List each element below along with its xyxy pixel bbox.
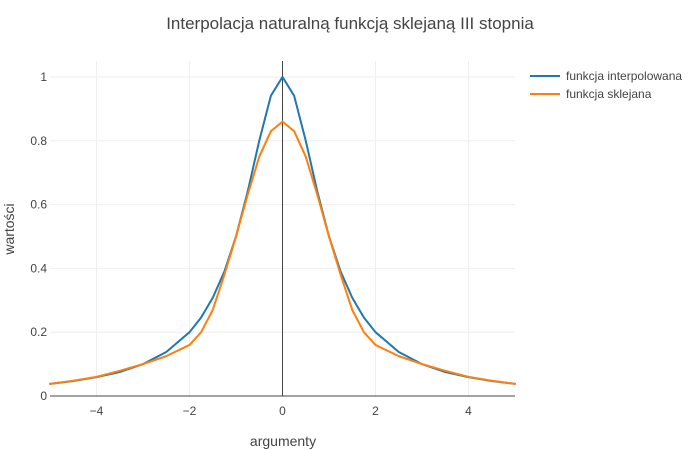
legend-label: funkcja sklejana xyxy=(566,87,652,101)
legend-label: funkcja interpolowana xyxy=(566,69,682,83)
legend: funkcja interpolowana funkcja sklejana xyxy=(530,69,682,101)
y-tick-label: 0.4 xyxy=(30,261,47,275)
tick-labels: −4 −2 0 2 4 0 0.2 0.4 0.6 0.8 1 xyxy=(30,70,472,418)
y-tick-label: 0.8 xyxy=(30,134,47,148)
x-tick-label: 0 xyxy=(279,404,286,418)
series-lines xyxy=(49,75,516,385)
series-line-0 xyxy=(49,75,516,385)
axes xyxy=(50,61,515,397)
chart-title: Interpolacja naturalną funkcją sklejaną … xyxy=(166,14,534,33)
y-axis-title: wartości xyxy=(1,203,17,255)
x-tick-label: −4 xyxy=(90,404,104,418)
y-tick-label: 1 xyxy=(40,70,47,84)
x-tick-label: 4 xyxy=(465,404,472,418)
x-tick-label: −2 xyxy=(183,404,197,418)
series-line-1 xyxy=(49,120,516,385)
x-axis-title: argumenty xyxy=(250,433,316,449)
y-tick-label: 0.6 xyxy=(30,198,47,212)
y-tick-label: 0 xyxy=(40,389,47,403)
x-tick-label: 2 xyxy=(372,404,379,418)
y-tick-label: 0.2 xyxy=(30,325,47,339)
